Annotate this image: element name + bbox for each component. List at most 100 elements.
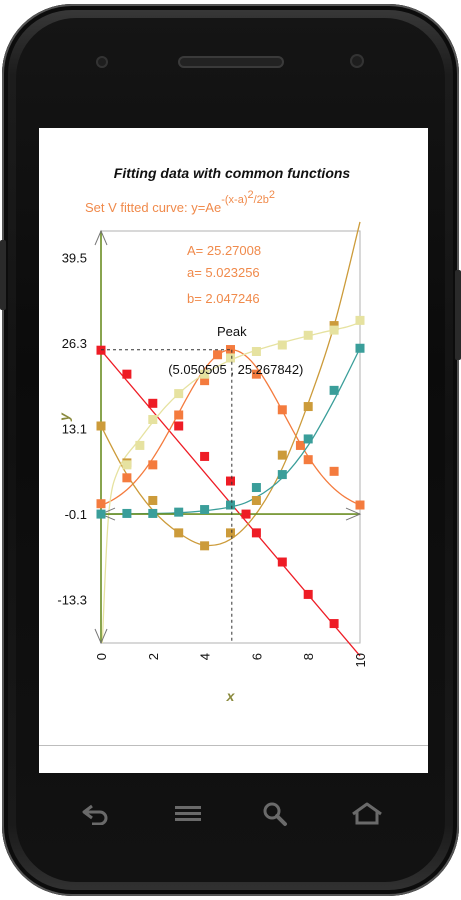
series-2-point — [277, 450, 287, 460]
series-4-point — [329, 325, 339, 335]
subtitle-den-power: 2 — [269, 189, 275, 201]
y-tick-label: 39.5 — [62, 251, 87, 266]
series-0-point — [226, 476, 235, 486]
series-1-point — [174, 410, 184, 420]
x-tick-label: 2 — [146, 653, 161, 660]
y-axis-arrow-bottom — [94, 628, 108, 645]
series-0-point — [277, 557, 287, 567]
series-1-point — [122, 473, 132, 483]
back-button[interactable] — [73, 796, 117, 832]
app-screen: Fitting data with common functions Set V… — [39, 128, 428, 773]
y-tick-label: -0.1 — [65, 507, 87, 522]
series-3-point — [226, 500, 235, 510]
y-axis-title: y — [56, 412, 72, 422]
series-4-point — [122, 460, 132, 470]
series-4-point — [200, 369, 210, 379]
volume-button — [0, 240, 6, 310]
proximity-sensor — [96, 56, 108, 68]
menu-icon — [175, 806, 201, 821]
peak-coords: (5.050505 , 25.267842) — [168, 362, 303, 377]
series-4-point — [226, 353, 235, 363]
series-0-point — [251, 528, 261, 538]
series-1-point — [295, 440, 305, 450]
series-2-point — [174, 528, 184, 538]
y-tick-label: -13.3 — [57, 593, 87, 608]
series-1-point — [213, 350, 223, 360]
chart: Fitting data with common functions Set V… — [56, 165, 368, 704]
front-camera — [350, 54, 364, 68]
series-0-point — [122, 369, 132, 379]
subtitle-prefix: Set V fitted curve: y=Ae — [85, 200, 221, 215]
series-4-point — [303, 330, 313, 340]
x-axis-title: x — [226, 688, 236, 704]
subtitle-exponent: -(x-a) — [221, 194, 247, 206]
x-tick-label: 8 — [301, 653, 316, 660]
series-4-point — [277, 340, 287, 350]
series-4-point — [251, 346, 261, 356]
series-3-point — [329, 385, 339, 395]
series-4-point — [148, 415, 158, 425]
series-0-point — [200, 451, 210, 461]
series-1-point — [329, 466, 339, 476]
series-1-point — [251, 369, 261, 379]
earpiece-speaker — [178, 56, 284, 68]
param-b: b= 2.047246 — [187, 291, 260, 306]
series-2-point — [148, 495, 158, 505]
series-1-point — [96, 499, 106, 509]
series-3-point — [200, 505, 210, 515]
series-4-curve — [101, 321, 361, 644]
series-1-point — [200, 376, 210, 386]
series-2-curve — [100, 221, 361, 547]
series-0-point — [241, 509, 251, 519]
series-1-point — [226, 345, 235, 355]
peak-label: Peak — [217, 324, 247, 339]
series-2-point — [226, 528, 235, 538]
series-1-point — [355, 500, 365, 510]
y-tick-label: 13.1 — [62, 422, 87, 437]
series-3-point — [96, 509, 106, 519]
y-axis-arrow — [94, 229, 108, 246]
home-button[interactable] — [345, 796, 389, 832]
home-icon — [352, 802, 382, 825]
chart-title: Fitting data with common functions — [114, 165, 351, 181]
series-2-point — [303, 402, 313, 412]
search-icon — [263, 802, 287, 826]
series-1-point — [303, 455, 313, 465]
series-0-point — [303, 589, 313, 599]
back-icon — [82, 804, 108, 825]
x-tick-label: 4 — [198, 653, 213, 660]
x-tick-label: 6 — [249, 653, 264, 660]
param-a: a= 5.023256 — [187, 265, 260, 280]
subtitle-exp-den: /2b — [254, 194, 269, 206]
series-1-point — [277, 405, 287, 415]
series-2-point — [329, 321, 339, 331]
series-0-point — [329, 619, 339, 629]
series-3-point — [355, 343, 365, 353]
subtitle-exp-power: 2 — [248, 189, 254, 201]
series-4-point — [135, 440, 145, 450]
series-0-point — [148, 398, 158, 408]
series-3-point — [174, 507, 184, 517]
series-3-point — [148, 508, 158, 518]
series-3-point — [122, 508, 132, 518]
x-tick-label: 10 — [353, 653, 368, 667]
search-button[interactable] — [253, 796, 297, 832]
series-4-point — [174, 389, 184, 399]
chart-subtitle: Set V fitted curve: y=Ae-(x-a)2/2b2 — [85, 189, 275, 215]
power-button — [455, 270, 461, 360]
param-A: A= 25.27008 — [187, 243, 261, 258]
x-tick-label: 0 — [94, 653, 109, 660]
series-1-point — [148, 460, 158, 470]
series-3-point — [303, 434, 313, 444]
y-tick-label: 26.3 — [62, 336, 87, 351]
series-3-point — [277, 470, 287, 480]
series-2-point — [96, 421, 106, 431]
series-3-point — [251, 483, 261, 493]
screen-bottom-divider — [39, 745, 428, 746]
x-axis-arrow — [345, 507, 362, 521]
series-0-point — [174, 421, 184, 431]
menu-button[interactable] — [166, 796, 210, 832]
series-2-point — [200, 541, 210, 551]
series-4-point — [355, 315, 365, 325]
series-2-point — [251, 495, 261, 505]
